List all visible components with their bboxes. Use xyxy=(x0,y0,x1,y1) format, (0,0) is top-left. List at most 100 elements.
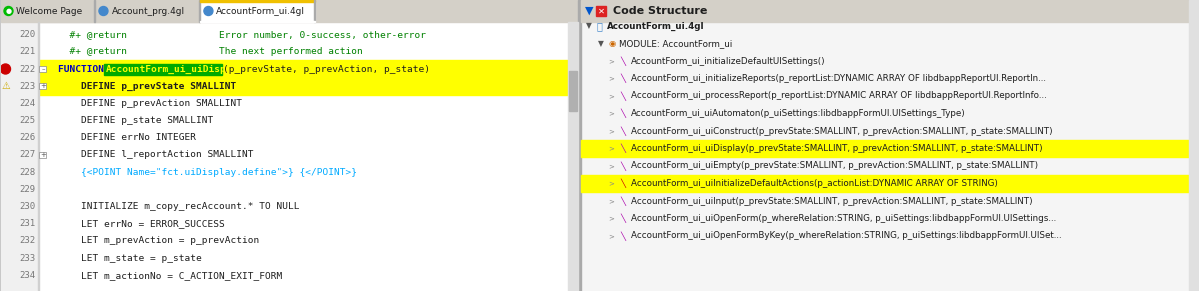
Text: 233: 233 xyxy=(19,254,36,263)
Text: 🗋: 🗋 xyxy=(596,21,602,31)
Text: AccountForm_ui_uiEmpty(p_prevState:SMALLINT, p_prevAction:SMALLINT, p_state:SMAL: AccountForm_ui_uiEmpty(p_prevState:SMALL… xyxy=(631,162,1038,171)
Bar xyxy=(200,0,315,2)
Text: 222: 222 xyxy=(19,65,36,74)
Text: FUNCTION: FUNCTION xyxy=(59,65,110,74)
Text: #+ @return                The next performed action: #+ @return The next performed action xyxy=(59,47,363,56)
Text: ╲: ╲ xyxy=(620,109,625,118)
Bar xyxy=(582,140,1189,157)
Text: AccountForm_ui_initializeReports(p_reportList:DYNAMIC ARRAY OF libdbappReportUI.: AccountForm_ui_initializeReports(p_repor… xyxy=(631,74,1047,83)
Text: AccountForm_ui_uiConstruct(p_prevState:SMALLINT, p_prevAction:SMALLINT, p_state:: AccountForm_ui_uiConstruct(p_prevState:S… xyxy=(631,127,1053,136)
Circle shape xyxy=(4,6,13,15)
Text: ▼: ▼ xyxy=(586,22,592,31)
Text: LET m_prevAction = p_prevAction: LET m_prevAction = p_prevAction xyxy=(59,237,260,246)
Bar xyxy=(40,61,578,78)
Bar xyxy=(40,152,47,158)
Text: DEFINE p_state SMALLINT: DEFINE p_state SMALLINT xyxy=(59,116,213,125)
Text: 223: 223 xyxy=(19,82,36,91)
Circle shape xyxy=(0,64,11,74)
Text: 220: 220 xyxy=(19,30,36,39)
Circle shape xyxy=(100,6,108,15)
Text: –: – xyxy=(41,66,44,72)
Text: 232: 232 xyxy=(19,237,36,246)
Text: ●: ● xyxy=(6,8,12,14)
Text: Account_prg.4gl: Account_prg.4gl xyxy=(112,6,185,15)
Bar xyxy=(582,0,1199,291)
Text: >: > xyxy=(608,75,614,81)
Text: >: > xyxy=(608,146,614,152)
Text: Code Structure: Code Structure xyxy=(613,6,707,16)
Text: (p_prevState, p_prevAction, p_state): (p_prevState, p_prevAction, p_state) xyxy=(223,65,430,74)
Bar xyxy=(578,0,582,291)
Text: DEFINE p_prevState SMALLINT: DEFINE p_prevState SMALLINT xyxy=(59,82,236,91)
Bar xyxy=(0,22,578,291)
Text: Welcome Page: Welcome Page xyxy=(17,6,83,15)
Text: AccountForm_ui_uiInitializeDefaultActions(p_actionList:DYNAMIC ARRAY OF STRING): AccountForm_ui_uiInitializeDefaultAction… xyxy=(631,179,998,188)
Text: AccountForm_ui.4gl: AccountForm_ui.4gl xyxy=(607,22,705,31)
Text: ◉: ◉ xyxy=(608,39,615,48)
Text: AccountForm_ui_initializeDefaultUISettings(): AccountForm_ui_initializeDefaultUISettin… xyxy=(631,56,826,65)
Text: ╲: ╲ xyxy=(620,74,625,83)
Text: AccountForm_ui_processReport(p_reportList:DYNAMIC ARRAY OF libdbappReportUI.Repo: AccountForm_ui_processReport(p_reportLis… xyxy=(631,91,1047,100)
Bar xyxy=(0,0,578,22)
Text: ✕: ✕ xyxy=(598,6,604,15)
Text: AccountForm_ui.4gl: AccountForm_ui.4gl xyxy=(216,6,306,15)
Text: AccountForm_ui_uiDisplay(p_prevState:SMALLINT, p_prevAction:SMALLINT, p_state:SM: AccountForm_ui_uiDisplay(p_prevState:SMA… xyxy=(631,144,1043,153)
Text: ╲: ╲ xyxy=(620,144,625,153)
Text: 226: 226 xyxy=(19,133,36,142)
Text: AccountForm_ui_uiOpenForm(p_whereRelation:STRING, p_uiSettings:libdbappFormUI.UI: AccountForm_ui_uiOpenForm(p_whereRelatio… xyxy=(631,214,1056,223)
Text: 224: 224 xyxy=(19,99,36,108)
Text: ╲: ╲ xyxy=(620,179,625,188)
Text: LET m_actionNo = C_ACTION_EXIT_FORM: LET m_actionNo = C_ACTION_EXIT_FORM xyxy=(59,271,283,280)
Bar xyxy=(96,1,200,22)
Text: ▼: ▼ xyxy=(598,39,604,48)
Text: AccountForm_ui_uiOpenFormByKey(p_whereRelation:STRING, p_uiSettings:libdbappForm: AccountForm_ui_uiOpenFormByKey(p_whereRe… xyxy=(631,232,1062,240)
Text: DEFINE errNo INTEGER: DEFINE errNo INTEGER xyxy=(59,133,197,142)
Bar xyxy=(570,71,577,111)
Text: >: > xyxy=(608,233,614,239)
Bar xyxy=(200,0,315,22)
Text: +: + xyxy=(40,152,46,158)
Text: 230: 230 xyxy=(19,202,36,211)
Text: DEFINE p_prevAction SMALLINT: DEFINE p_prevAction SMALLINT xyxy=(59,99,242,108)
Bar xyxy=(40,66,47,72)
Bar xyxy=(0,1,96,22)
Bar xyxy=(1189,0,1199,291)
Text: 221: 221 xyxy=(19,47,36,56)
Bar xyxy=(200,21,315,22)
Text: ╲: ╲ xyxy=(620,126,625,136)
Text: ╲: ╲ xyxy=(620,56,625,66)
Text: AccountForm_ui_uiInput(p_prevState:SMALLINT, p_prevAction:SMALLINT, p_state:SMAL: AccountForm_ui_uiInput(p_prevState:SMALL… xyxy=(631,196,1032,205)
Bar xyxy=(40,83,47,89)
Text: LET m_state = p_state: LET m_state = p_state xyxy=(59,254,203,263)
Text: AccountForm_ui_uiDisplay: AccountForm_ui_uiDisplay xyxy=(106,64,243,74)
Text: ⚠: ⚠ xyxy=(1,81,10,91)
Bar xyxy=(582,0,1199,22)
Text: >: > xyxy=(608,58,614,64)
Text: >: > xyxy=(608,198,614,204)
Bar xyxy=(596,6,607,16)
Text: 234: 234 xyxy=(19,271,36,280)
Text: ╲: ╲ xyxy=(620,91,625,101)
Text: >: > xyxy=(608,128,614,134)
Text: >: > xyxy=(608,93,614,99)
Text: >: > xyxy=(608,216,614,221)
Text: 227: 227 xyxy=(19,150,36,159)
Bar xyxy=(568,22,578,291)
Circle shape xyxy=(204,6,213,15)
Text: ╲: ╲ xyxy=(620,231,625,241)
Text: 228: 228 xyxy=(19,168,36,177)
Text: >: > xyxy=(608,163,614,169)
Bar xyxy=(40,78,578,95)
Text: 225: 225 xyxy=(19,116,36,125)
Text: ╲: ╲ xyxy=(620,161,625,171)
Bar xyxy=(582,175,1189,192)
Text: 229: 229 xyxy=(19,185,36,194)
Text: 231: 231 xyxy=(19,219,36,228)
Text: MODULE: AccountForm_ui: MODULE: AccountForm_ui xyxy=(619,39,733,48)
Bar xyxy=(104,63,222,74)
Text: ╲: ╲ xyxy=(620,196,625,206)
Bar xyxy=(0,22,38,291)
Text: >: > xyxy=(608,180,614,187)
Text: ▼: ▼ xyxy=(585,6,594,16)
Text: AccountForm_ui_uiAutomaton(p_uiSettings:libdbappFormUI.UISettings_Type): AccountForm_ui_uiAutomaton(p_uiSettings:… xyxy=(631,109,966,118)
